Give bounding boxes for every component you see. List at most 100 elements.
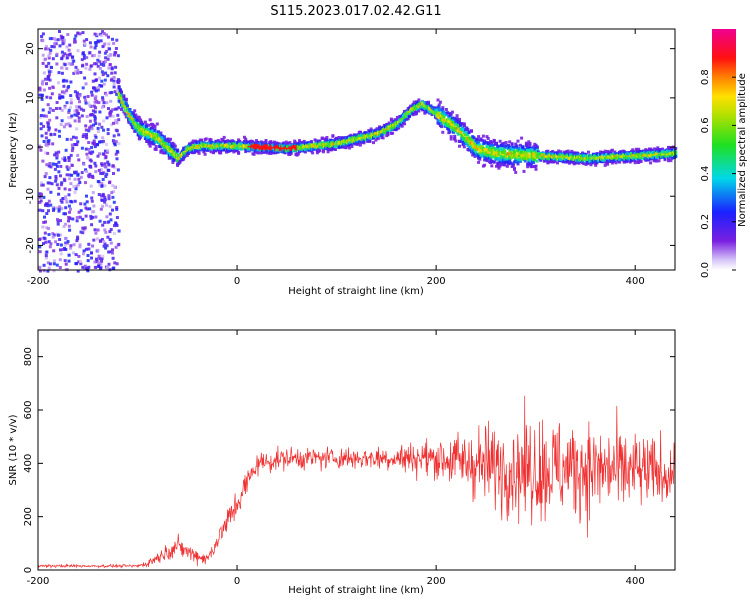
heatmap-cell	[113, 141, 116, 145]
heatmap-cell	[320, 136, 324, 140]
heatmap-cell	[47, 266, 51, 270]
heatmap-cell	[59, 243, 63, 247]
heatmap-cell	[105, 101, 109, 105]
heatmap-cell	[449, 137, 453, 141]
heatmap-cell	[63, 158, 67, 162]
heatmap-cell	[453, 134, 457, 138]
heatmap-cell	[98, 67, 102, 70]
heatmap-cell	[610, 161, 614, 165]
heatmap-cell	[497, 166, 501, 170]
heatmap-cell	[96, 248, 100, 252]
heatmap-cell	[47, 142, 51, 146]
heatmap-cell	[61, 197, 65, 200]
heatmap-cell	[98, 219, 102, 223]
heatmap-cell	[658, 148, 662, 151]
heatmap-cell	[103, 198, 107, 202]
heatmap-cell	[49, 48, 53, 52]
heatmap-cell	[47, 54, 51, 58]
heatmap-cell	[372, 141, 375, 145]
heatmap-cell	[67, 111, 71, 114]
heatmap-cell	[565, 151, 569, 155]
heatmap-cell	[74, 136, 78, 140]
heatmap-cell	[94, 215, 98, 219]
heatmap-cell	[326, 150, 330, 154]
heatmap-cell	[61, 157, 65, 161]
heatmap-cell	[97, 193, 101, 196]
heatmap-cell	[350, 142, 354, 146]
heatmap-cell	[508, 145, 512, 149]
heatmap-cell	[62, 84, 66, 88]
heatmap-cell	[110, 191, 114, 195]
heatmap-cell	[120, 108, 123, 111]
heatmap-cell	[59, 252, 63, 256]
heatmap-cell	[231, 148, 235, 152]
heatmap-cell	[101, 45, 105, 49]
heatmap-cell	[115, 206, 119, 209]
heatmap-cell	[97, 265, 101, 268]
heatmap-cell	[73, 191, 77, 194]
heatmap-cell	[103, 184, 107, 188]
heatmap-cell	[113, 185, 117, 189]
heatmap-cell	[577, 161, 581, 165]
heatmap-cell	[112, 266, 116, 270]
heatmap-cell	[77, 254, 81, 258]
heatmap-cell	[489, 143, 493, 147]
heatmap-cell	[507, 152, 510, 156]
heatmap-cell	[42, 269, 46, 273]
heatmap-cell	[458, 117, 461, 121]
heatmap-cell	[393, 118, 397, 122]
heatmap-cell	[362, 141, 366, 145]
heatmap-cell	[44, 256, 48, 260]
heatmap-cell	[76, 269, 80, 273]
heatmap-cell	[115, 149, 119, 153]
heatmap-cell	[101, 73, 105, 77]
heatmap-cell	[516, 162, 520, 166]
heatmap-cell	[45, 250, 49, 254]
heatmap-cell	[61, 42, 65, 46]
heatmap-cell	[66, 240, 70, 243]
heatmap-cell	[513, 167, 516, 171]
heatmap-cell	[406, 117, 410, 121]
heatmap-cell	[48, 162, 52, 165]
heatmap-cell	[111, 37, 114, 41]
heatmap-cell	[190, 141, 194, 145]
heatmap-cell	[58, 238, 62, 241]
heatmap-cell	[78, 32, 82, 36]
heatmap-cell	[82, 252, 85, 256]
heatmap-cell	[65, 137, 69, 141]
heatmap-cell	[59, 123, 63, 126]
heatmap-cell	[97, 86, 100, 90]
heatmap-cell	[89, 159, 93, 163]
heatmap-cell	[72, 243, 76, 247]
heatmap-cell	[159, 131, 163, 135]
heatmap-cell	[40, 134, 44, 138]
heatmap-cell	[523, 147, 527, 151]
heatmap-cell	[108, 181, 111, 185]
heatmap-cell	[82, 39, 86, 43]
heatmap-cell	[395, 115, 399, 119]
heatmap-cell	[157, 130, 160, 134]
heatmap-cell	[74, 187, 78, 191]
heatmap-cell	[45, 226, 49, 230]
heatmap-cell	[56, 243, 60, 246]
heatmap-cell	[67, 193, 71, 197]
heatmap-cell	[178, 160, 182, 164]
heatmap-cell	[175, 152, 178, 156]
heatmap-cell	[126, 104, 129, 108]
heatmap-cell	[502, 147, 506, 150]
heatmap-cell	[483, 139, 487, 143]
heatmap-cell	[102, 244, 106, 248]
heatmap-cell	[99, 168, 103, 171]
heatmap-cell	[465, 126, 469, 130]
heatmap-cell	[113, 90, 117, 94]
heatmap-cell	[603, 163, 607, 167]
heatmap-cell	[129, 120, 133, 123]
heatmap-cell	[147, 133, 151, 137]
heatmap-cell	[514, 155, 518, 158]
heatmap-cell	[72, 251, 75, 255]
heatmap-cell	[54, 162, 58, 166]
heatmap-cell	[60, 36, 64, 39]
heatmap-cell	[83, 76, 87, 80]
heatmap-cell	[85, 62, 89, 66]
heatmap-cell	[48, 118, 52, 122]
